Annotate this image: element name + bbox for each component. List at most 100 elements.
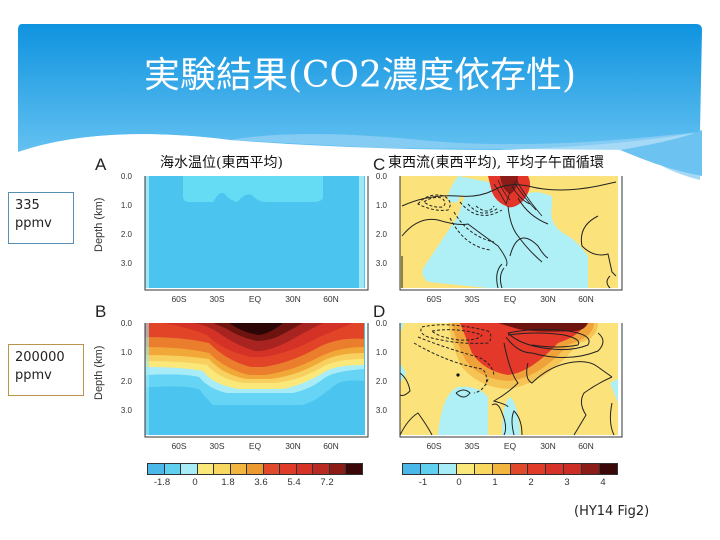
slide-banner bbox=[18, 24, 702, 180]
x-tick: 60N bbox=[323, 441, 339, 451]
colorbar-swatch bbox=[403, 464, 421, 474]
x-tick: 30N bbox=[285, 294, 301, 304]
x-tick: 30S bbox=[464, 441, 480, 451]
colorbar-tick: 4 bbox=[600, 477, 606, 488]
surface-warm-region bbox=[183, 176, 323, 202]
column-title-flow: 東西流(東西平均), 平均子午面循環 bbox=[388, 155, 604, 171]
x-tick: EQ bbox=[503, 294, 517, 304]
colorbar-swatch bbox=[528, 464, 547, 474]
x-tick: EQ bbox=[503, 441, 517, 451]
x-tick: 30S bbox=[464, 294, 480, 304]
concentration-label-200000: 200000 ppmv bbox=[8, 344, 84, 396]
westward-region bbox=[422, 176, 588, 288]
colorbar-tick: 0 bbox=[456, 477, 462, 488]
colorbar-tick: 1.8 bbox=[221, 477, 235, 488]
colorbar-tick: 2 bbox=[528, 477, 534, 488]
y-tick: 0.0 bbox=[120, 319, 132, 328]
y-axis-label: Depth (km) bbox=[93, 197, 105, 252]
colorbar-temperature bbox=[147, 463, 363, 475]
y-tick: 0.0 bbox=[120, 172, 132, 181]
y-tick: 3.0 bbox=[375, 406, 387, 415]
colorbar-swatch bbox=[492, 464, 511, 474]
colorbar-swatch bbox=[164, 464, 182, 474]
y-tick: 2.0 bbox=[120, 377, 132, 386]
colorbar-swatch bbox=[582, 464, 601, 474]
x-tick: 60S bbox=[426, 441, 442, 451]
colorbar-swatch bbox=[329, 464, 347, 474]
panel-d-plot bbox=[399, 323, 618, 436]
panel-c-plot bbox=[400, 176, 618, 289]
column-title-temperature: 海水温位(東西平均) bbox=[160, 155, 283, 171]
colorbar-tick: -1 bbox=[418, 477, 428, 488]
colorbar-tick: -1.8 bbox=[153, 477, 171, 488]
slide-title: 実験結果(CO2濃度依存性) bbox=[143, 55, 577, 96]
y-tick: 3.0 bbox=[120, 406, 132, 415]
x-tick: 30N bbox=[285, 441, 301, 451]
colorbar-tick: 1 bbox=[492, 477, 498, 488]
y-tick: 0.0 bbox=[375, 172, 387, 181]
colorbar-swatch bbox=[247, 464, 264, 474]
y-tick: 1.0 bbox=[120, 348, 132, 357]
axis-frames bbox=[144, 176, 623, 438]
x-tick: 60S bbox=[171, 294, 187, 304]
concentration-label-335: 335 ppmv bbox=[8, 192, 74, 244]
panel-a-plot bbox=[145, 176, 365, 288]
x-tick: 30S bbox=[209, 294, 225, 304]
colorbar-swatch bbox=[148, 464, 165, 474]
x-tick: 60N bbox=[578, 441, 594, 451]
colorbar-swatch bbox=[438, 464, 457, 474]
panel-letter-c: C bbox=[373, 155, 386, 174]
y-tick: 1.0 bbox=[120, 201, 132, 210]
colorbar-swatch bbox=[346, 464, 362, 474]
colorbar-swatch bbox=[313, 464, 330, 474]
x-tick: 60S bbox=[171, 441, 187, 451]
concentration-unit: ppmv bbox=[15, 216, 52, 231]
x-tick: EQ bbox=[248, 294, 262, 304]
concentration-unit: ppmv bbox=[15, 368, 52, 383]
x-tick: 30S bbox=[209, 441, 225, 451]
panel-letter-b: B bbox=[95, 302, 107, 321]
concentration-value: 200000 bbox=[15, 350, 65, 365]
colorbar-swatch bbox=[214, 464, 231, 474]
colorbar-tick: 5.4 bbox=[287, 477, 301, 488]
y-tick: 3.0 bbox=[120, 259, 132, 268]
colorbar-swatch bbox=[181, 464, 198, 474]
x-tick: 30N bbox=[540, 441, 556, 451]
colorbar-swatch bbox=[456, 464, 475, 474]
concentration-value: 335 bbox=[15, 198, 40, 213]
y-tick: 1.0 bbox=[375, 201, 387, 210]
y-axis-label: Depth (km) bbox=[93, 345, 105, 400]
panel-b-plot bbox=[145, 323, 365, 435]
y-tick: 0.0 bbox=[375, 319, 387, 328]
x-tick: 60N bbox=[578, 294, 594, 304]
colorbar-swatch bbox=[546, 464, 565, 474]
y-tick: 3.0 bbox=[375, 259, 387, 268]
colorbar-swatch bbox=[230, 464, 248, 474]
colorbar-swatch bbox=[197, 464, 215, 474]
x-tick: EQ bbox=[248, 441, 262, 451]
colorbar-tick: 7.2 bbox=[320, 477, 334, 488]
x-tick: 60S bbox=[426, 294, 442, 304]
y-tick: 1.0 bbox=[375, 348, 387, 357]
x-tick: 30N bbox=[540, 294, 556, 304]
colorbar-tick: 3 bbox=[564, 477, 570, 488]
colorbar-swatch bbox=[474, 464, 493, 474]
colorbar-tick: 0 bbox=[192, 477, 198, 488]
colorbar-swatch bbox=[280, 464, 297, 474]
colorbar-swatch bbox=[420, 464, 439, 474]
streamfunction-contours bbox=[401, 179, 617, 289]
colorbar-tick: 3.6 bbox=[254, 477, 268, 488]
colorbar-swatch bbox=[296, 464, 314, 474]
streamfunction-contours bbox=[399, 324, 615, 436]
colorbar-swatch bbox=[510, 464, 529, 474]
colorbar-flow bbox=[402, 463, 618, 475]
y-tick: 2.0 bbox=[120, 230, 132, 239]
y-tick: 2.0 bbox=[375, 377, 387, 386]
panel-letter-a: A bbox=[95, 155, 107, 174]
figure-credit: (HY14 Fig2) bbox=[574, 504, 650, 519]
colorbar-swatch bbox=[263, 464, 281, 474]
panel-letter-d: D bbox=[373, 302, 386, 321]
colorbar-swatch bbox=[600, 464, 618, 474]
colorbar-swatch bbox=[564, 464, 583, 474]
y-tick: 2.0 bbox=[375, 230, 387, 239]
